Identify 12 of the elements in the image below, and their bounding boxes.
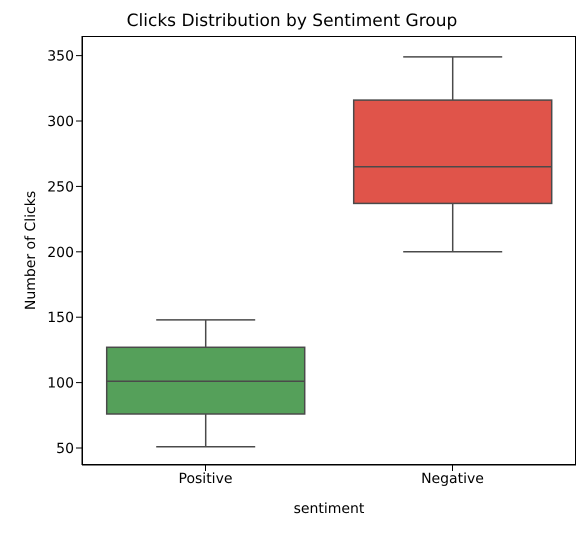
y-axis-title: Number of Clicks — [22, 190, 39, 310]
y-tick-label: 200 — [47, 244, 74, 261]
y-tick-label: 350 — [47, 48, 74, 65]
x-tick-label: Negative — [421, 470, 484, 487]
x-axis-title: sentiment — [294, 501, 365, 517]
y-tick-label: 150 — [47, 310, 74, 326]
x-tick-label: Positive — [178, 470, 232, 487]
y-tick-label: 250 — [47, 179, 74, 196]
y-tick-label: 50 — [56, 440, 74, 457]
chart-title: Clicks Distribution by Sentiment Group — [126, 10, 458, 33]
y-tick-label: 100 — [47, 376, 74, 392]
y-tick-label: 300 — [47, 114, 74, 130]
